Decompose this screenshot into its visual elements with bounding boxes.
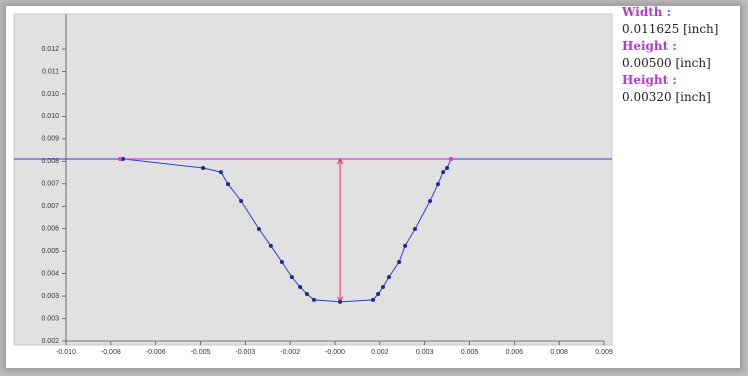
- x-tick-label: 0.009: [595, 349, 613, 356]
- measure-label: Width :: [622, 5, 672, 19]
- point: [376, 292, 381, 297]
- y-tick-label: 0.003: [41, 315, 59, 322]
- point: [413, 226, 418, 231]
- point: [121, 156, 126, 161]
- x-tick-label: -0.010: [56, 349, 76, 356]
- point: [371, 297, 376, 302]
- point: [397, 259, 402, 264]
- x-tick-label: -0.003: [235, 349, 255, 356]
- point: [201, 166, 206, 171]
- x-tick-label: 0.005: [461, 349, 479, 356]
- x-tick-label: 0.002: [371, 349, 389, 356]
- measure-value: 0.00500 [inch]: [622, 56, 711, 70]
- point: [218, 170, 223, 175]
- point: [338, 299, 343, 304]
- x-tick-label: 0.003: [416, 349, 434, 356]
- y-tick-label: 0.007: [41, 203, 59, 210]
- y-tick-label: 0.012: [41, 46, 59, 53]
- y-tick-label: 0.010: [41, 113, 59, 120]
- arrow-head: [337, 157, 344, 165]
- x-tick-label: -0.008: [101, 349, 121, 356]
- end-point: [117, 156, 122, 161]
- point: [380, 285, 385, 290]
- y-tick-label: 0.004: [41, 270, 59, 277]
- point: [403, 243, 408, 248]
- y-tick-label: 0.002: [41, 338, 59, 345]
- x-tick-label: -0.002: [280, 349, 300, 356]
- point: [279, 259, 284, 264]
- point: [445, 166, 450, 171]
- profile-line: [119, 158, 452, 303]
- point: [386, 275, 391, 280]
- point: [289, 275, 294, 280]
- plot-area: [13, 13, 613, 346]
- point: [226, 182, 231, 187]
- y-tick-label: 0.010: [41, 91, 59, 98]
- x-tick-label: -0.006: [146, 349, 166, 356]
- y-tick-label: 0.005: [41, 248, 59, 255]
- measure-label: Height :: [622, 39, 677, 53]
- x-tick-label: -0.000: [325, 349, 345, 356]
- measure-panel: Width : 0.011625 [inch] Height : 0.00500 [i…: [622, 4, 718, 106]
- measure-value: 0.00320 [inch]: [622, 90, 711, 104]
- y-tick-label: 0.007: [41, 181, 59, 188]
- point: [256, 226, 261, 231]
- y-tick-label: 0.008: [41, 158, 59, 165]
- point: [428, 198, 433, 203]
- x-tick-label: 0.006: [506, 349, 524, 356]
- x-tick-label: -0.005: [191, 349, 211, 356]
- measure-label: Height :: [622, 73, 677, 87]
- point: [436, 182, 441, 187]
- x-tick-label: 0.008: [550, 349, 568, 356]
- measure-value: 0.011625 [inch]: [622, 22, 719, 36]
- point: [298, 285, 303, 290]
- y-tick-label: 0.003: [41, 293, 59, 300]
- point: [441, 170, 446, 175]
- y-tick-label: 0.009: [41, 136, 59, 143]
- point: [239, 198, 244, 203]
- point: [268, 243, 273, 248]
- point: [304, 292, 309, 297]
- end-point: [449, 156, 454, 161]
- y-tick-label: 0.006: [41, 226, 59, 233]
- y-tick-label: 0.011: [42, 68, 59, 75]
- point: [312, 297, 317, 302]
